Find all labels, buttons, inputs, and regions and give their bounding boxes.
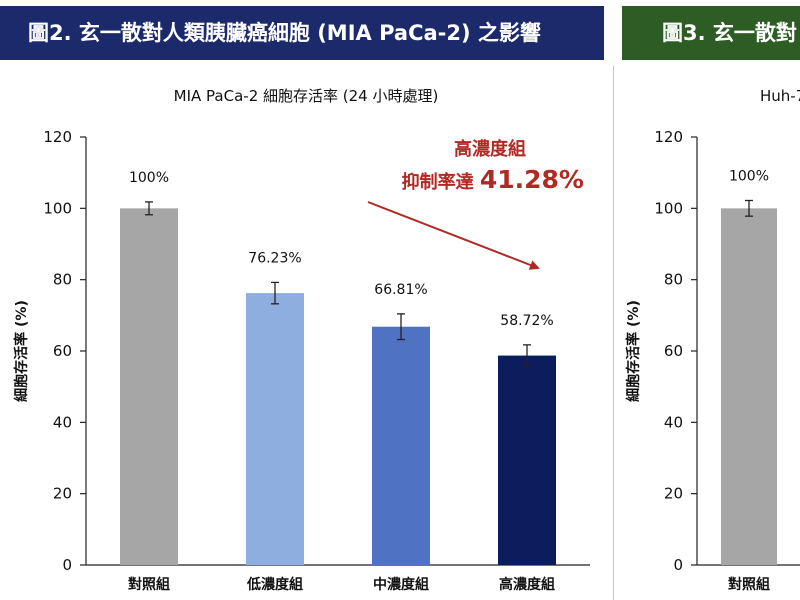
annotation-arrow xyxy=(367,201,540,270)
chart1-bar xyxy=(372,326,430,565)
chart2-y-tick-label: 120 xyxy=(654,128,683,146)
chart1-data-label: 100% xyxy=(129,170,169,186)
annotation-inhibition-prefix: 抑制率達 xyxy=(402,171,480,193)
figure3-header: 圖3. 玄一散對 xyxy=(622,6,800,60)
chart1-bar xyxy=(498,355,556,565)
chart1-category-label: 低濃度組 xyxy=(246,576,303,593)
chart1-data-label: 58.72% xyxy=(500,313,553,329)
annotation-group-label: 高濃度組 xyxy=(454,138,526,160)
chart1-y-tick-label: 40 xyxy=(53,413,72,431)
figure2-header: 圖2. 玄一散對人類胰臟癌細胞 (MIA PaCa-2) 之影響 xyxy=(0,6,604,60)
chart2-bar xyxy=(721,208,777,566)
chart1-plot: 0 20 40 60 80 100 120 細胞存活率 (%) 100% 對照組 76.23% 低濃度… xyxy=(13,128,590,593)
panel-divider xyxy=(613,66,614,600)
chart1-y-tick-label: 60 xyxy=(53,342,72,360)
chart1-y-axis-label: 細胞存活率 (%) xyxy=(13,300,30,402)
chart2-y-tick-label: 0 xyxy=(673,556,683,574)
chart2-y-axis-label: 細胞存活率 (%) xyxy=(625,300,642,402)
chart1-data-label: 76.23% xyxy=(248,250,301,266)
chart-title: MIA PaCa-2 細胞存活率 (24 小時處理) xyxy=(174,87,439,105)
chart2-y-tick-label: 60 xyxy=(664,342,683,360)
chart1-y-tick-label: 100 xyxy=(43,199,72,217)
chart1-bar xyxy=(120,208,178,566)
chart1-data-label: 66.81% xyxy=(374,282,427,298)
chart2-y-tick-label: 80 xyxy=(664,271,683,289)
chart2-category-label: 對照組 xyxy=(728,576,770,593)
chart1-y-tick-label: 20 xyxy=(53,485,72,503)
chart2-plot: 0 20 40 60 80 100 120 細胞存活率 (%) 100% 對照組 xyxy=(625,128,800,593)
chart2-y-tick-label: 40 xyxy=(664,413,683,431)
annotation-inhibition-value: 41.28% xyxy=(480,165,584,194)
annotation-inhibition: 抑制率達 41.28% xyxy=(402,165,584,194)
chart1-category-label: 高濃度組 xyxy=(499,576,555,593)
chart1-category-label: 中濃度組 xyxy=(373,576,429,593)
chart1-y-tick-label: 80 xyxy=(53,271,72,289)
chart2-data-label: 100% xyxy=(729,168,769,184)
chart1-category-label: 對照組 xyxy=(128,576,170,593)
chart2-y-tick-label: 100 xyxy=(654,199,683,217)
chart1-y-tick-label: 120 xyxy=(43,128,72,146)
chart2-y-tick-label: 20 xyxy=(664,485,683,503)
chart1-y-tick-label: 0 xyxy=(62,556,72,574)
chart1-bar xyxy=(246,293,304,565)
chart2-title: Huh-7 xyxy=(760,87,800,105)
